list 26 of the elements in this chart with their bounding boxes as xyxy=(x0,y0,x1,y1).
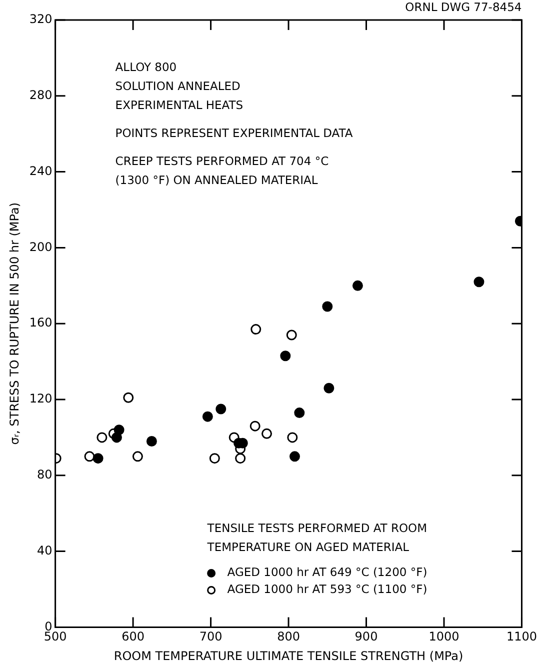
annotation: SOLUTION ANNEALED xyxy=(115,78,241,93)
annotation: CREEP TESTS PERFORMED AT 704 °C (1300 °F) ON ANNEALED MATERIAL xyxy=(115,154,329,187)
x-axis-title: ROOM TEMPERATURE ULTIMATE TENSILE STRENGTH (MPa) xyxy=(114,648,464,663)
x-tick-label: 700 xyxy=(199,630,222,644)
text: ORNL DWG 77-8454 xyxy=(405,0,522,14)
annotation: EXPERIMENTAL HEATS xyxy=(115,98,244,112)
y-tick-label: 200 xyxy=(29,240,52,254)
x-tick-label: 1100 xyxy=(506,630,538,644)
x-tick-label: 600 xyxy=(122,630,144,644)
annotation: POINTS REPRESENT EXPERIMENTAL DATA xyxy=(115,126,353,140)
legend-title: TENSILE TESTS PERFORMED AT ROOM TEMPERATURE ON AGED MATERIAL xyxy=(206,521,428,554)
legend-label: AGED 1000 hr AT 593 °C (1100 °F) xyxy=(227,582,428,596)
x-tick-label: 800 xyxy=(277,630,300,644)
y-tick-label: 80 xyxy=(37,468,52,482)
y-tick-label: 240 xyxy=(29,164,52,178)
y-axis-title: σᵣ, STRESS TO RUPTURE IN 500 hr (MPa) xyxy=(7,202,22,445)
y-tick-label: 320 xyxy=(29,12,52,26)
y-tick-label: 280 xyxy=(29,88,52,102)
legend-label: AGED 1000 hr AT 649 °C (1200 °F) xyxy=(227,565,428,580)
annotation: ALLOY 800 xyxy=(115,60,177,74)
x-tick-label: 900 xyxy=(354,630,378,644)
y-tick-label: 160 xyxy=(29,316,52,330)
x-tick-label: 1000 xyxy=(428,630,460,644)
y-tick-label: 40 xyxy=(37,543,52,558)
x-tick-label: 500 xyxy=(44,630,67,644)
y-tick-label: 120 xyxy=(29,392,52,406)
